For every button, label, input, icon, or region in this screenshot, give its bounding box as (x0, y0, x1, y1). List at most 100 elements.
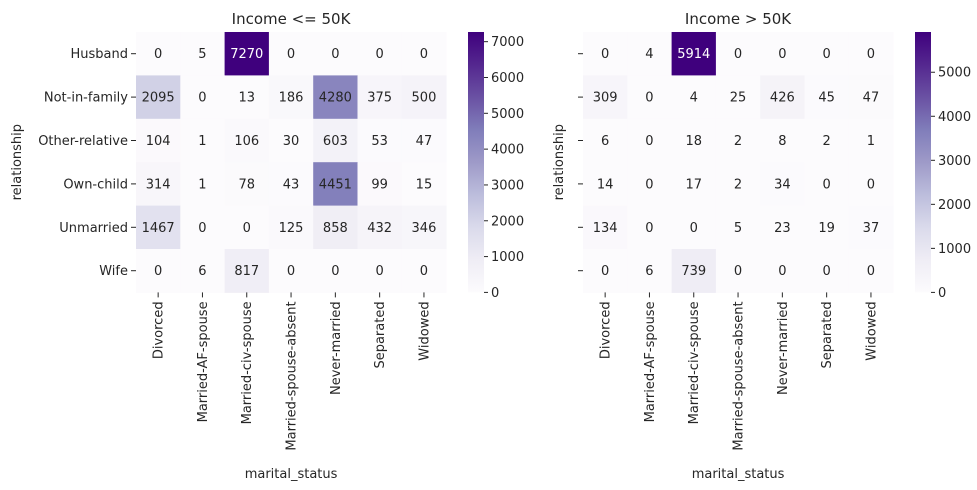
heatmap-cell (224, 249, 270, 293)
y-tick-label: Not-in-family (44, 91, 128, 106)
colorbar-tick-label: 5000 (491, 107, 524, 122)
cell-value-label: 125 (279, 221, 304, 236)
heatmap-cell (268, 249, 314, 293)
heatmap-cell (224, 118, 270, 163)
heatmap-cell (401, 162, 447, 207)
heatmap-cell (848, 205, 894, 250)
cell-value-label: 603 (323, 134, 348, 149)
cell-value-label: 0 (331, 47, 339, 62)
cell-value-label: 30 (283, 134, 300, 149)
heatmap-cell (804, 205, 850, 250)
heatmap-cell (848, 249, 894, 293)
heatmap-cell (180, 32, 226, 76)
y-tick-label: Wife (99, 264, 128, 279)
cell-value-label: 0 (778, 47, 786, 62)
heatmap-cell (136, 118, 181, 163)
cell-value-label: 25 (730, 91, 747, 106)
cell-value-label: 1467 (142, 221, 175, 236)
heatmap-cell (715, 118, 761, 163)
heatmap-cell (136, 162, 181, 207)
heatmap-cell (180, 118, 226, 163)
cell-value-label: 17 (685, 177, 702, 192)
heatmap-cell (627, 205, 673, 250)
heatmap-cell (180, 205, 226, 250)
heatmap-panel-1: Income <= 50K 0 5 7270 0 0 0 0 2095 0 13 186 4280 375… (10, 10, 524, 482)
x-tick-label: Married-spouse-absent (285, 301, 300, 450)
heatmap-cell (804, 118, 850, 163)
heatmap-cell (671, 118, 717, 163)
cell-value-label: 0 (690, 221, 698, 236)
heatmap-cell (313, 249, 358, 293)
cell-value-label: 99 (371, 177, 388, 192)
heatmap-cell (715, 249, 761, 293)
heatmap-cell (671, 162, 717, 207)
cell-value-label: 314 (146, 177, 171, 192)
cell-value-label: 6 (645, 264, 653, 279)
heatmap-cell (583, 75, 628, 120)
heatmap-cell (268, 205, 314, 250)
colorbar (915, 32, 931, 293)
cell-value-label: 0 (601, 47, 609, 62)
colorbar-tick-label: 1000 (938, 242, 971, 257)
cell-value-label: 47 (416, 134, 433, 149)
x-tick-label: Widowed (417, 301, 432, 360)
cell-value-label: 0 (198, 221, 206, 236)
cell-value-label: 5914 (677, 47, 710, 62)
heatmap-cell (760, 249, 805, 293)
heatmap-cell (671, 205, 717, 250)
x-tick-label: Divorced (599, 301, 614, 359)
cell-value-label: 0 (645, 134, 653, 149)
heatmap-cell (401, 75, 447, 120)
cell-value-label: 8 (778, 134, 786, 149)
cell-value-label: 1 (867, 134, 875, 149)
x-tick-label: Married-AF-spouse (196, 301, 211, 422)
cell-value-label: 78 (238, 177, 255, 192)
cell-value-label: 134 (593, 221, 618, 236)
heatmap-cell (715, 162, 761, 207)
y-axis-label: relationship (10, 124, 25, 200)
cell-value-label: 43 (283, 177, 300, 192)
cell-value-label: 14 (597, 177, 614, 192)
cell-value-label: 1 (198, 177, 206, 192)
cell-value-label: 4451 (319, 177, 352, 192)
cell-value-label: 5 (734, 221, 742, 236)
cell-value-label: 6 (198, 264, 206, 279)
cell-value-label: 0 (867, 47, 875, 62)
cell-value-label: 375 (367, 91, 392, 106)
y-tick-label: Other-relative (38, 134, 128, 149)
cell-value-label: 0 (376, 47, 384, 62)
cell-value-label: 858 (323, 221, 348, 236)
heatmap-cell (627, 118, 673, 163)
heatmap-cell (848, 118, 894, 163)
x-tick-label: Married-civ-spouse (687, 301, 702, 424)
heatmap-cell (136, 32, 181, 76)
heatmap-cell (848, 162, 894, 207)
colorbar-tick-label: 7000 (491, 35, 524, 50)
heatmap-cell (627, 75, 673, 120)
heatmap-cell (268, 75, 314, 120)
heatmap-cell (715, 32, 761, 76)
cell-value-label: 1 (198, 134, 206, 149)
x-axis-label: marital_status (245, 467, 338, 482)
heatmap-cell (401, 205, 447, 250)
cell-value-label: 37 (863, 221, 880, 236)
cell-value-label: 4280 (319, 91, 352, 106)
chart-title: Income <= 50K (232, 10, 352, 28)
cell-value-label: 500 (412, 91, 437, 106)
cell-value-label: 5 (198, 47, 206, 62)
heatmap-cell (627, 32, 673, 76)
colorbar-tick-label: 1000 (491, 250, 524, 265)
cell-value-label: 0 (331, 264, 339, 279)
heatmap-cell (804, 162, 850, 207)
colorbar-tick-label: 3000 (491, 178, 524, 193)
cell-value-label: 4 (690, 91, 698, 106)
heatmap-cell (357, 75, 403, 120)
heatmap-cell (715, 205, 761, 250)
heatmap-cell (268, 118, 314, 163)
colorbar-tick-label: 0 (938, 286, 946, 301)
heatmap-cell (627, 162, 673, 207)
heatmap-cell (224, 205, 270, 250)
y-tick-label: Own-child (63, 177, 128, 192)
cell-value-label: 19 (818, 221, 835, 236)
